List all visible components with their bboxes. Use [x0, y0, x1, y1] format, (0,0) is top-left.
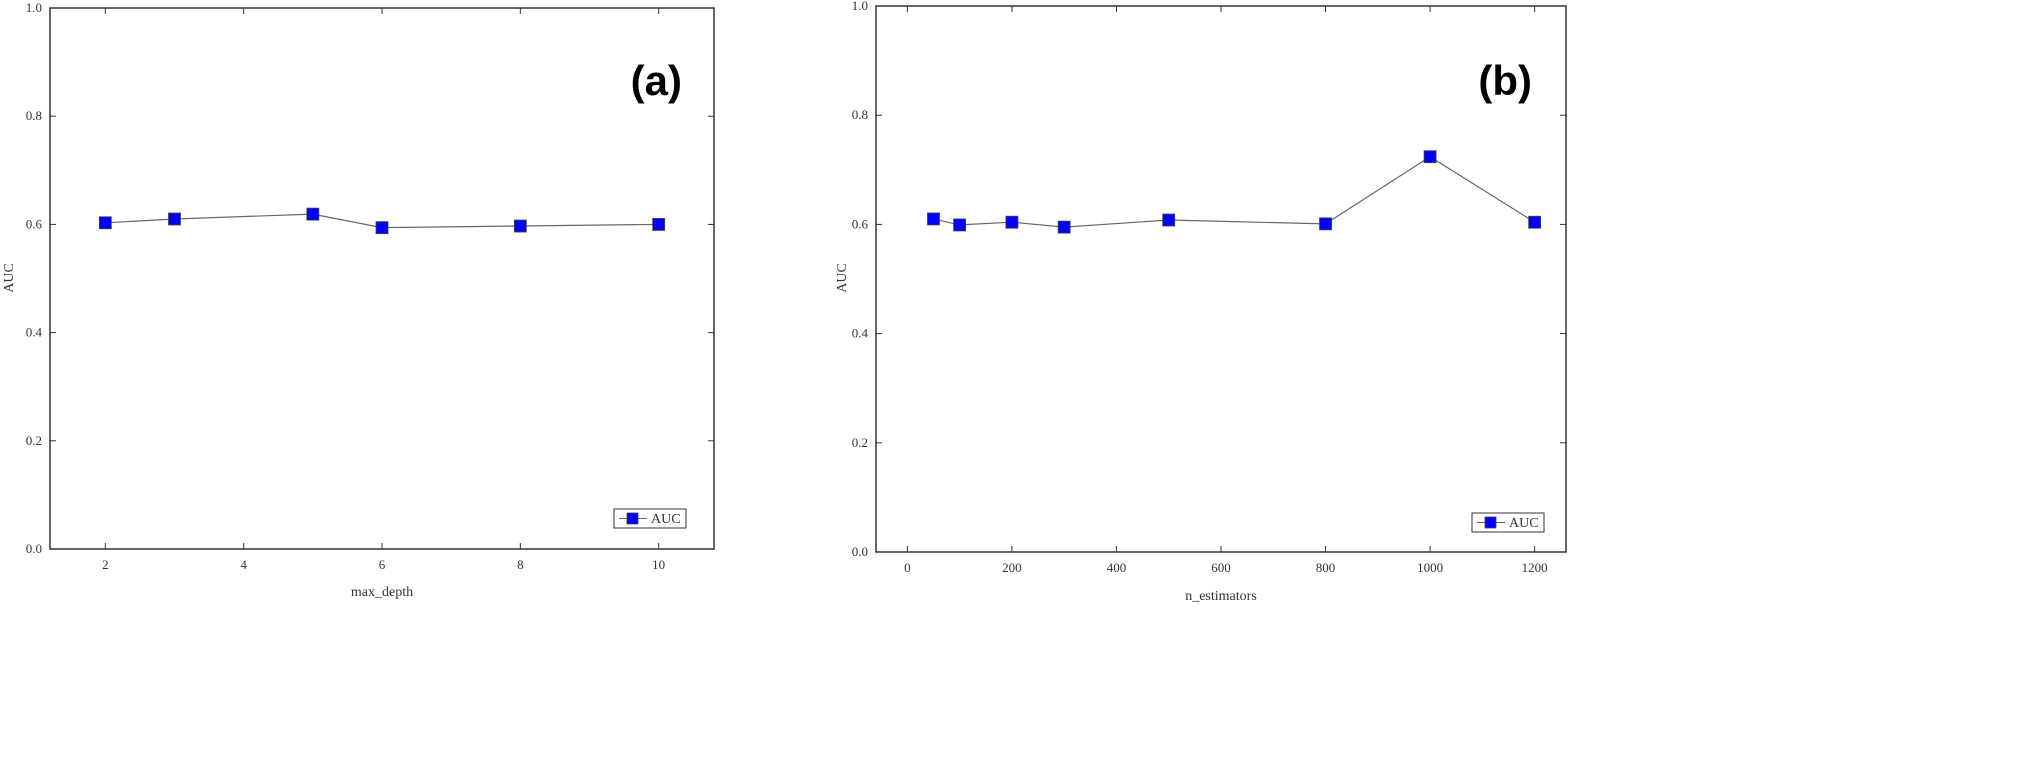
x-tick-label: 4: [240, 557, 247, 572]
data-point: [1319, 217, 1332, 231]
chart-panel-b: 0.0 0.2 0.4 0.6 0.8 1.0 0 200 400 600 800 1000 1200…: [835, 0, 1567, 604]
legend-label: AUC: [651, 512, 681, 527]
y-tick-label: 0.0: [852, 544, 868, 559]
series-line: [933, 155, 1535, 228]
chart-panel-a: 0.00.20.40.60.81.0 2 4 6 8 10 max_depth AUC …: [2, 0, 715, 600]
x-tick-label: 1200: [1522, 560, 1548, 575]
x-tick-label: 6: [379, 557, 386, 572]
panel-label: (a): [631, 57, 682, 104]
legend: AUC: [1471, 512, 1545, 533]
y-tick-label: 0.2: [852, 435, 868, 450]
series-auc: [98, 207, 666, 235]
data-point: [652, 217, 666, 231]
y-axis: 0.0 0.2 0.4 0.6 0.8 1.0: [852, 0, 1566, 559]
x-tick-label: 2: [102, 557, 109, 572]
x-axis: 2 4 6 8 10: [102, 8, 665, 572]
x-tick-label: 1000: [1417, 560, 1443, 575]
data-point: [1528, 215, 1542, 229]
x-tick-label: 600: [1211, 560, 1231, 575]
x-axis-label: max_depth: [351, 585, 413, 600]
data-point: [953, 218, 967, 232]
y-tick-label: 0.8: [26, 108, 42, 123]
data-point: [1057, 220, 1071, 234]
data-point: [927, 212, 940, 226]
legend-marker-swatch: [626, 512, 639, 525]
x-axis-label: n_estimators: [1185, 589, 1257, 604]
x-axis: 0 200 400 600 800 1000 1200: [904, 6, 1548, 575]
series-line: [105, 213, 659, 229]
y-tick-label: 0.0: [26, 541, 42, 556]
y-tick-label: 0.2: [26, 433, 42, 448]
x-tick-label: 10: [652, 557, 665, 572]
x-tick-label: 400: [1107, 560, 1127, 575]
plot-frame: [49, 7, 715, 550]
y-tick-label: 0.6: [852, 216, 869, 231]
data-point: [375, 221, 389, 235]
x-tick-label: 800: [1316, 560, 1336, 575]
data-point: [513, 219, 527, 233]
y-tick-label: 0.6: [26, 216, 43, 231]
series-auc: [927, 150, 1542, 234]
data-point: [306, 207, 320, 221]
y-tick-label: 0.4: [26, 325, 43, 340]
legend-marker-swatch: [1484, 516, 1497, 529]
legend: AUC: [613, 508, 687, 529]
data-point: [1423, 150, 1437, 164]
y-axis: 0.0 0.2 0.4 0.6 0.8 1.0: [26, 0, 714, 556]
x-tick-label: 200: [1002, 560, 1022, 575]
y-tick-label: 0.4: [852, 326, 869, 341]
data-point: [1005, 215, 1019, 229]
x-tick-label: 0: [904, 560, 911, 575]
y-tick-label: 1.0: [852, 0, 868, 13]
data-point: [168, 212, 181, 226]
y-axis-label: AUC: [2, 263, 17, 293]
y-axis-label: AUC: [835, 263, 850, 293]
x-tick-label: 8: [517, 557, 524, 572]
data-point: [98, 216, 112, 230]
plot-frame: [875, 5, 1567, 553]
legend-label: AUC: [1509, 516, 1539, 531]
y-tick-label: 0.8: [852, 107, 868, 122]
data-point: [1162, 213, 1176, 227]
panel-label: (b): [1478, 57, 1532, 104]
y-tick-label: 1.0: [26, 0, 42, 15]
